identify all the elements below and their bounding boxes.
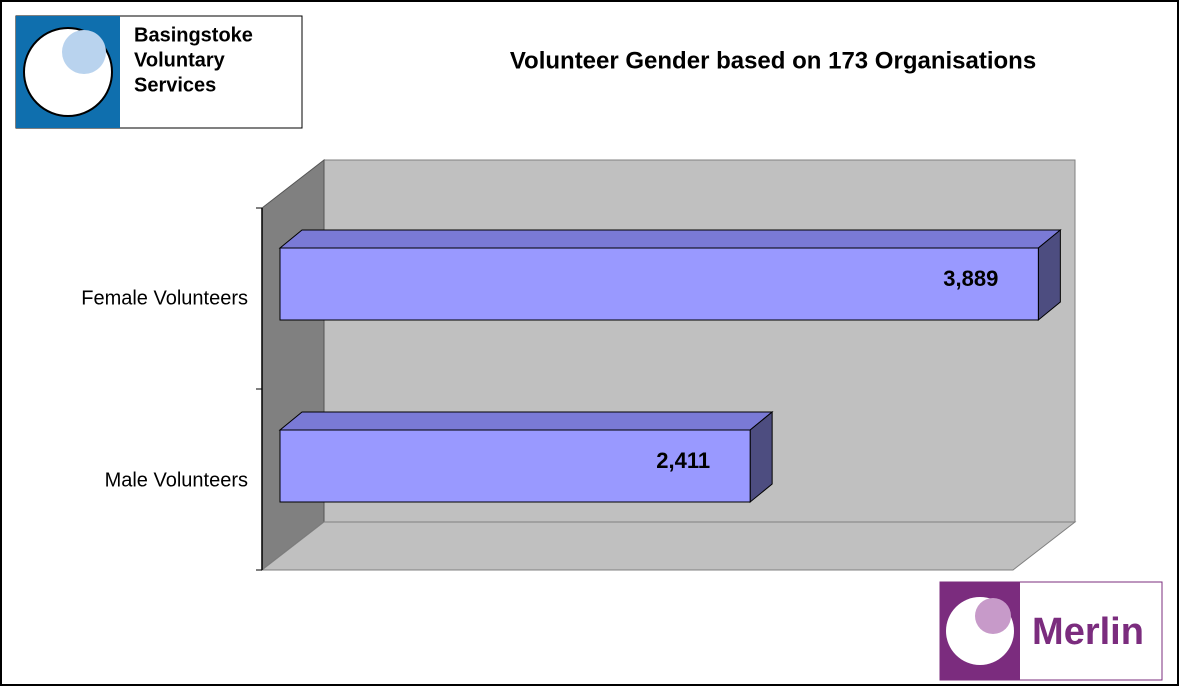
value-label: 2,411 bbox=[656, 448, 710, 473]
bar bbox=[279, 247, 1039, 321]
header-logo: Basingstoke Voluntary Services bbox=[15, 15, 303, 129]
side-wall bbox=[261, 158, 325, 572]
logo-text: Basingstoke bbox=[134, 24, 253, 46]
category-label: Female Volunteers bbox=[81, 287, 248, 309]
logo-dot bbox=[62, 30, 106, 74]
floor bbox=[260, 521, 1077, 571]
logo-text: Services bbox=[134, 74, 216, 96]
bar-top bbox=[278, 411, 774, 431]
merlin-dot bbox=[975, 598, 1011, 634]
merlin-text: Merlin bbox=[1032, 611, 1144, 653]
category-label: Male Volunteers bbox=[105, 469, 248, 491]
footer-logo: Merlin bbox=[939, 581, 1163, 681]
bar bbox=[279, 429, 751, 503]
chart-title: Volunteer Gender based on 173 Organisati… bbox=[510, 47, 1036, 74]
logo-text: Voluntary bbox=[134, 49, 226, 71]
value-label: 3,889 bbox=[943, 266, 998, 291]
bar-top bbox=[278, 229, 1062, 249]
